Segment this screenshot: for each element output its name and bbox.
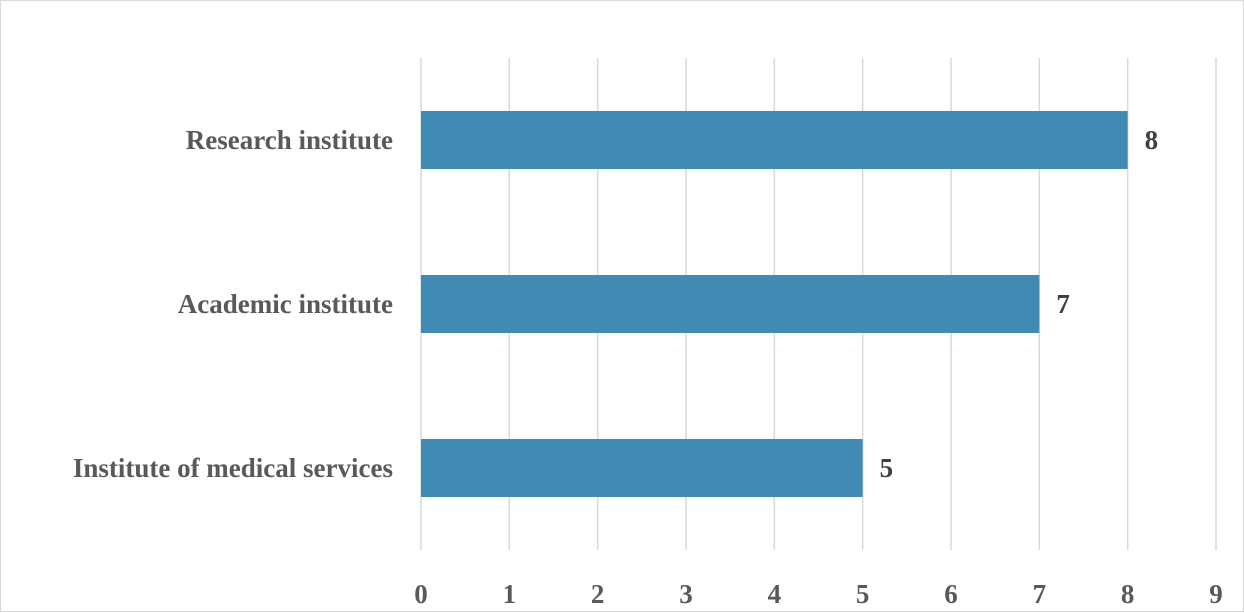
x-tick-label: 3 <box>679 579 693 609</box>
bars <box>421 111 1128 497</box>
x-tick-label: 6 <box>944 579 958 609</box>
category-label: Academic institute <box>178 289 393 319</box>
bar <box>421 275 1040 333</box>
data-label: 5 <box>880 453 894 483</box>
bar <box>421 439 863 497</box>
x-tick-label: 2 <box>591 579 605 609</box>
category-label: Research institute <box>186 125 393 155</box>
x-tick-label: 7 <box>1033 579 1047 609</box>
data-labels: 5 7 8 <box>880 125 1158 483</box>
category-label: Institute of medical services <box>73 453 393 483</box>
category-labels: Institute of medical services Academic in… <box>73 125 393 483</box>
x-tick-label: 5 <box>856 579 870 609</box>
x-tick-label: 8 <box>1121 579 1135 609</box>
x-tick-label: 9 <box>1209 579 1223 609</box>
data-label: 7 <box>1056 289 1070 319</box>
x-tick-label: 0 <box>414 579 428 609</box>
bar <box>421 111 1128 169</box>
data-label: 8 <box>1145 125 1159 155</box>
x-axis-tick-labels: 0 1 2 3 4 5 6 7 8 9 <box>414 579 1223 609</box>
x-tick-label: 1 <box>503 579 517 609</box>
x-tick-label: 4 <box>768 579 782 609</box>
